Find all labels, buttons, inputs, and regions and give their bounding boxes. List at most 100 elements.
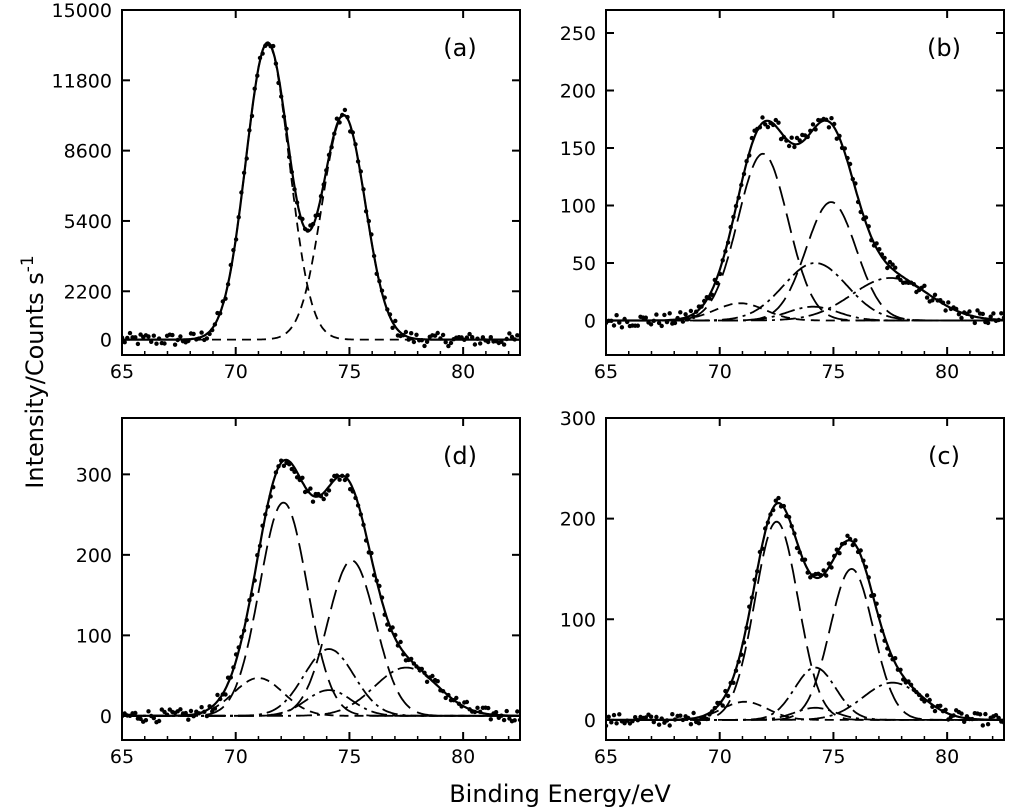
data-point bbox=[154, 341, 159, 346]
data-point bbox=[943, 707, 948, 712]
data-point bbox=[332, 131, 337, 136]
data-point bbox=[805, 134, 810, 140]
data-point bbox=[379, 288, 385, 293]
data-point bbox=[771, 122, 776, 128]
data-point bbox=[279, 94, 284, 99]
data-point bbox=[175, 337, 180, 343]
component-curve-0 bbox=[606, 152, 1004, 322]
data-point bbox=[276, 80, 281, 86]
x-tick-label: 70 bbox=[224, 361, 248, 383]
data-point bbox=[133, 710, 138, 716]
data-point bbox=[980, 723, 985, 728]
data-point bbox=[686, 317, 691, 322]
data-point bbox=[486, 339, 491, 345]
data-point bbox=[959, 711, 964, 716]
x-tick-label: 80 bbox=[451, 746, 475, 768]
panel-label: (c) bbox=[928, 442, 960, 470]
data-point bbox=[739, 652, 744, 657]
data-point bbox=[446, 692, 451, 698]
data-point bbox=[204, 336, 210, 341]
data-point bbox=[781, 503, 786, 509]
data-point bbox=[486, 705, 491, 711]
data-point bbox=[475, 336, 480, 341]
data-point bbox=[763, 526, 768, 531]
data-point bbox=[930, 704, 935, 709]
data-point bbox=[199, 330, 204, 335]
data-point bbox=[156, 336, 162, 341]
data-point bbox=[991, 311, 996, 316]
data-point bbox=[797, 550, 802, 555]
data-point bbox=[220, 299, 225, 304]
data-point bbox=[517, 717, 520, 723]
data-point bbox=[837, 133, 842, 139]
data-point bbox=[874, 601, 879, 606]
y-tick-label: 250 bbox=[560, 23, 596, 45]
data-point bbox=[648, 714, 654, 719]
data-point bbox=[959, 315, 964, 321]
data-point bbox=[419, 338, 424, 343]
data-point bbox=[265, 504, 271, 509]
data-point bbox=[733, 203, 739, 209]
data-point bbox=[350, 130, 355, 135]
data-point bbox=[358, 169, 363, 174]
data-point bbox=[422, 670, 427, 675]
data-point bbox=[223, 692, 228, 697]
data-point bbox=[996, 715, 1001, 721]
plot-frame bbox=[121, 417, 521, 741]
data-point bbox=[390, 625, 395, 630]
data-point bbox=[771, 507, 776, 513]
data-point bbox=[752, 577, 757, 582]
data-point bbox=[255, 553, 260, 558]
data-point bbox=[837, 551, 842, 556]
data-point bbox=[704, 716, 709, 722]
y-tick-label: 200 bbox=[560, 509, 596, 531]
data-point bbox=[438, 336, 443, 341]
data-point bbox=[199, 705, 204, 710]
data-point bbox=[893, 265, 898, 270]
data-point bbox=[127, 330, 133, 336]
fit-envelope bbox=[606, 119, 1004, 322]
data-point bbox=[499, 339, 504, 344]
data-point bbox=[183, 710, 188, 716]
data-point bbox=[922, 699, 927, 704]
plot-area bbox=[122, 458, 520, 725]
data-point bbox=[946, 300, 951, 305]
data-point bbox=[260, 523, 265, 528]
data-point bbox=[654, 312, 659, 317]
data-point bbox=[1001, 720, 1004, 725]
data-point bbox=[664, 319, 670, 325]
data-point bbox=[834, 547, 839, 552]
y-tick-label: 100 bbox=[560, 196, 596, 218]
data-point bbox=[887, 652, 893, 658]
data-point bbox=[448, 340, 454, 346]
data-point bbox=[622, 316, 627, 322]
y-tick-label: 11800 bbox=[52, 70, 112, 92]
x-tick-label: 70 bbox=[708, 361, 732, 383]
data-point bbox=[350, 489, 355, 494]
data-point bbox=[895, 274, 901, 280]
data-point bbox=[943, 308, 948, 313]
data-point bbox=[440, 689, 446, 694]
data-point bbox=[609, 720, 614, 725]
data-point bbox=[786, 514, 792, 520]
data-point bbox=[231, 665, 236, 670]
data-point bbox=[355, 503, 361, 508]
data-point bbox=[733, 668, 739, 673]
data-point bbox=[845, 155, 850, 161]
data-point bbox=[962, 719, 967, 724]
data-point bbox=[271, 43, 276, 49]
data-point bbox=[125, 335, 130, 341]
data-point bbox=[263, 512, 268, 517]
data-point bbox=[170, 332, 175, 338]
data-point bbox=[630, 719, 635, 724]
data-point bbox=[143, 718, 149, 723]
data-point bbox=[842, 146, 847, 151]
y-tick-label: 8600 bbox=[64, 141, 112, 163]
data-point bbox=[893, 656, 898, 661]
data-point bbox=[826, 125, 832, 130]
data-point bbox=[212, 706, 218, 711]
data-point bbox=[972, 320, 977, 326]
data-point bbox=[810, 122, 816, 127]
data-point bbox=[932, 708, 938, 714]
data-point bbox=[151, 333, 156, 338]
